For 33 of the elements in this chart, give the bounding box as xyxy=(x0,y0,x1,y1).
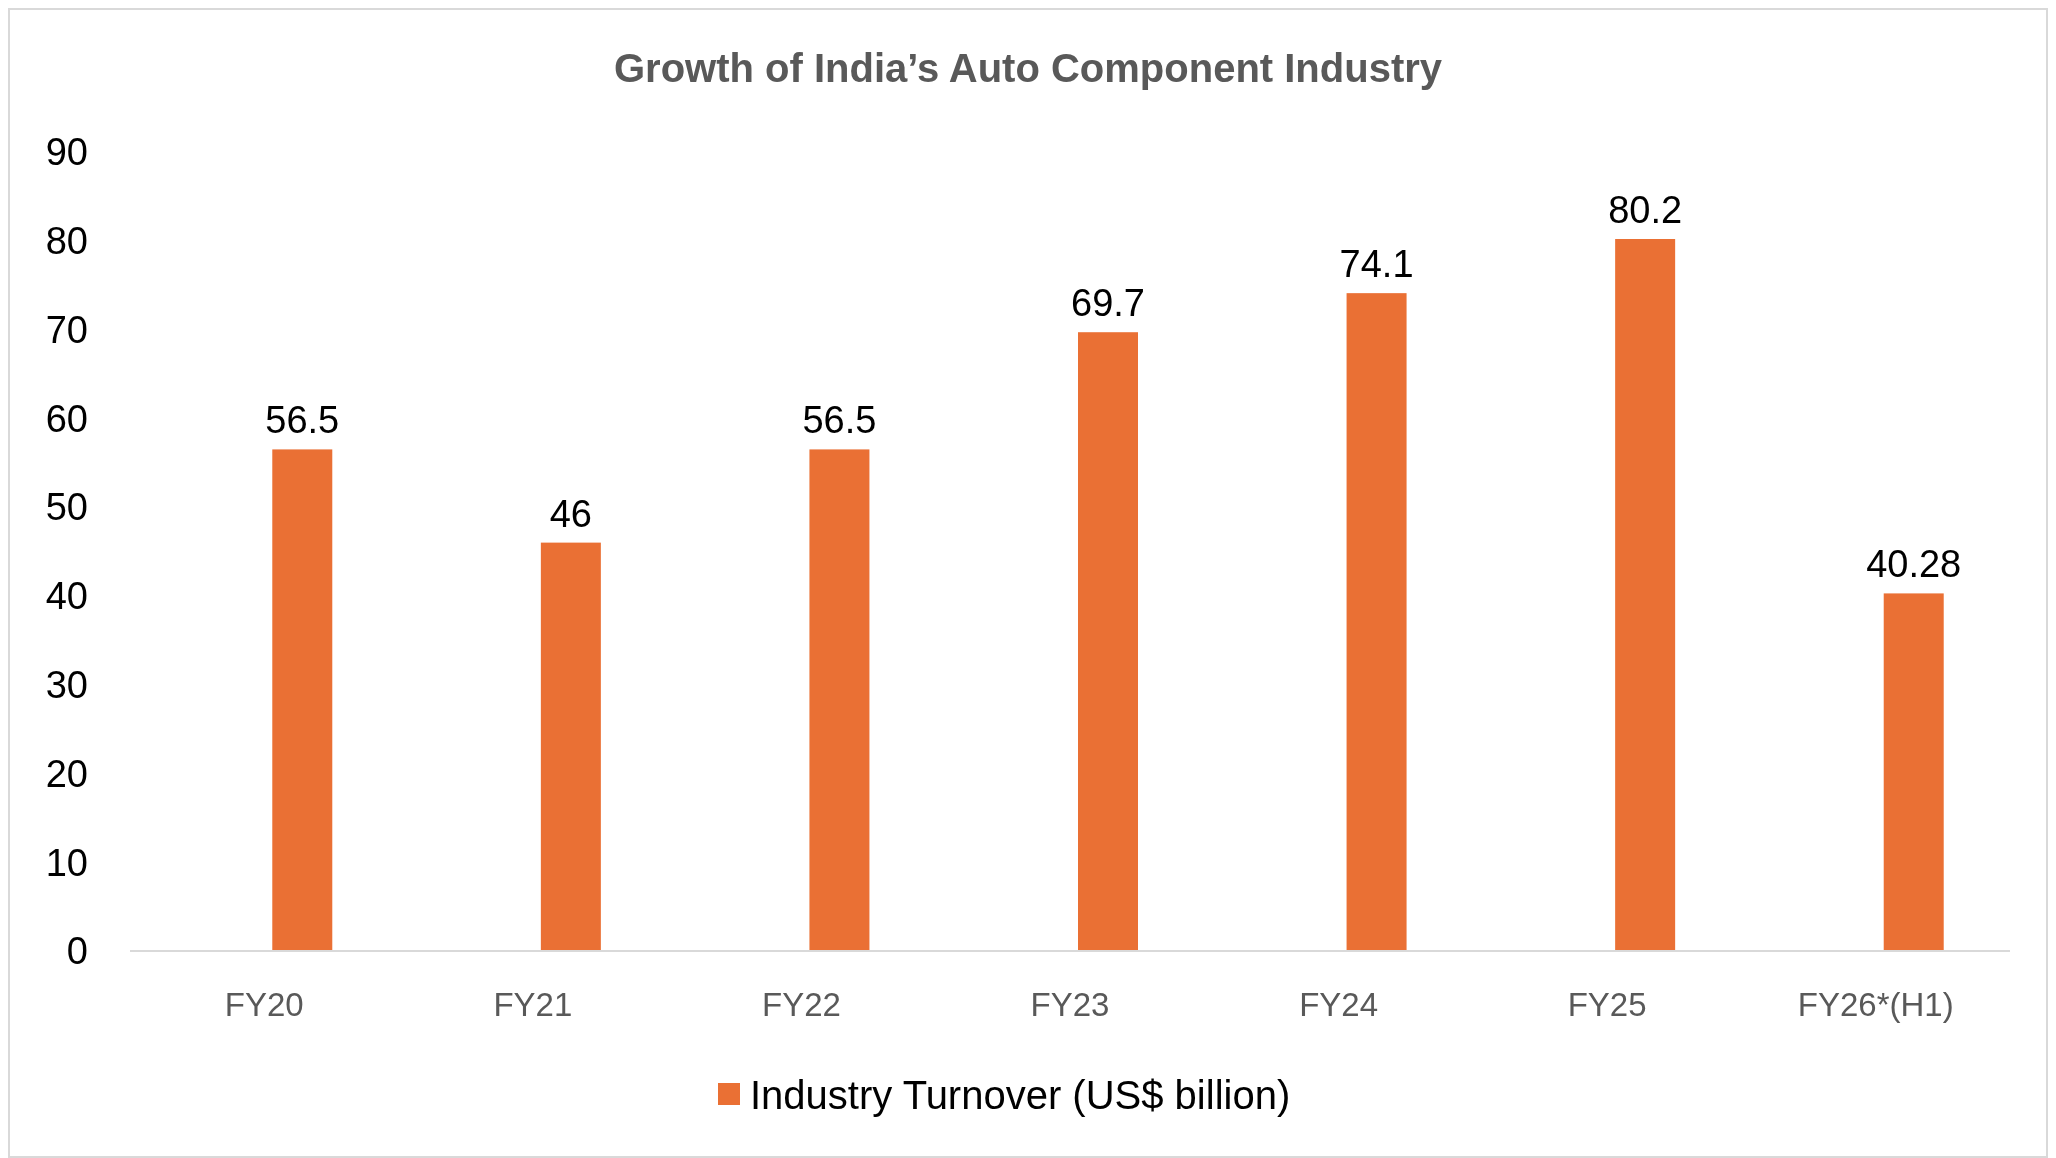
data-label: 40.28 xyxy=(1866,543,1962,586)
legend-label: Industry Turnover (US$ billion) xyxy=(750,1073,1291,1117)
x-tick-label: FY22 xyxy=(761,985,841,1023)
data-label: 56.5 xyxy=(802,399,877,442)
x-tick-label: FY21 xyxy=(493,985,573,1023)
x-tick-label: FY26*(H1) xyxy=(1797,985,1954,1023)
bar xyxy=(1615,239,1676,951)
data-label: 69.7 xyxy=(1071,282,1145,325)
y-tick-label: 80 xyxy=(45,220,88,263)
data-label: 80.2 xyxy=(1608,189,1683,231)
y-tick-label: 90 xyxy=(45,131,88,174)
y-tick-label: 70 xyxy=(45,308,88,351)
bar xyxy=(1078,332,1138,951)
bar xyxy=(1346,293,1407,951)
bar xyxy=(272,449,333,951)
y-tick-label: 20 xyxy=(45,752,88,795)
bar xyxy=(540,542,601,951)
y-tick-label: 30 xyxy=(45,663,88,706)
y-tick-label: 0 xyxy=(66,930,88,973)
bar xyxy=(1883,593,1944,951)
data-label: 74.1 xyxy=(1339,243,1414,286)
data-label: 46 xyxy=(549,492,592,535)
chart-title: Growth of India’s Auto Component Industry xyxy=(613,46,1443,90)
data-label: 56.5 xyxy=(265,399,340,442)
x-tick-label: FY23 xyxy=(1030,985,1110,1023)
bar xyxy=(809,449,870,951)
y-tick-label: 50 xyxy=(45,486,88,529)
y-tick-label: 40 xyxy=(45,575,88,618)
y-tick-label: 60 xyxy=(45,397,88,440)
y-tick-label: 10 xyxy=(45,841,88,884)
x-tick-label: FY20 xyxy=(224,985,304,1023)
x-tick-label: FY24 xyxy=(1299,985,1379,1023)
x-tick-label: FY25 xyxy=(1567,985,1647,1023)
